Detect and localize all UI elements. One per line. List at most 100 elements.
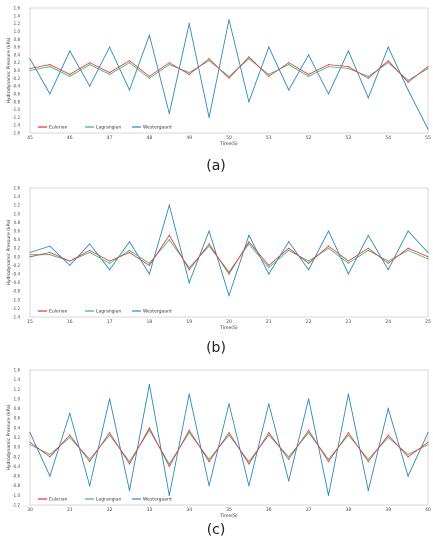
y-tick-label: 1.6 xyxy=(14,186,21,191)
data-point-lagrangian xyxy=(248,243,250,245)
data-point-lagrangian xyxy=(188,432,190,434)
data-point-westergaard xyxy=(168,112,170,115)
data-point-lagrangian xyxy=(347,434,349,436)
data-point-westergaard xyxy=(29,58,31,60)
y-tick-label: 0.8 xyxy=(14,37,21,42)
data-point-westergaard xyxy=(69,264,71,266)
y-tick-label: -1.0 xyxy=(12,107,20,112)
x-tick-label: 50 xyxy=(226,135,232,141)
data-point-lagrangian xyxy=(228,271,230,273)
data-point-eulerian xyxy=(89,461,91,463)
data-point-lagrangian xyxy=(367,458,369,460)
data-point-lagrangian xyxy=(109,73,111,76)
data-point-westergaard xyxy=(268,46,270,48)
y-tick-label: 0.2 xyxy=(14,60,21,65)
data-point-eulerian xyxy=(228,432,230,434)
legend-label-lagrangian: Lagrangian xyxy=(96,309,121,315)
data-point-westergaard xyxy=(248,485,250,487)
data-point-westergaard xyxy=(168,204,170,206)
data-point-westergaard xyxy=(268,273,270,275)
data-point-eulerian xyxy=(188,429,190,431)
data-point-westergaard xyxy=(188,282,190,284)
data-point-lagrangian xyxy=(367,249,369,251)
y-tick-label: 0.4 xyxy=(14,425,21,430)
series-line-eulerian xyxy=(29,234,429,275)
y-tick-label: 0.0 xyxy=(14,68,21,73)
x-tick-label: 22 xyxy=(306,319,312,325)
data-point-eulerian xyxy=(49,64,51,66)
data-point-eulerian xyxy=(248,241,250,243)
data-point-lagrangian xyxy=(387,436,389,439)
data-point-lagrangian xyxy=(427,67,429,70)
data-point-eulerian xyxy=(248,463,250,465)
data-point-lagrangian xyxy=(427,444,429,446)
data-point-eulerian xyxy=(228,77,230,79)
chart-panel-1: 1.6 1.4 1.2 1.0 0.8 0.6 0.4 0.2 0.0 -0.2 -0.4 -0.6 -… xyxy=(6,6,431,175)
data-point-westergaard xyxy=(347,393,349,395)
data-point-eulerian xyxy=(427,256,429,258)
data-point-eulerian xyxy=(168,62,170,64)
data-point-lagrangian xyxy=(208,60,210,62)
x-tick-label: 23 xyxy=(346,319,352,325)
x-tick-label: 17 xyxy=(107,319,113,325)
data-point-lagrangian xyxy=(228,75,230,77)
y-tick-label: 1.4 xyxy=(14,194,21,199)
data-point-eulerian xyxy=(148,427,150,429)
data-point-westergaard xyxy=(208,116,210,118)
data-point-westergaard xyxy=(347,50,349,52)
data-point-eulerian xyxy=(327,245,330,247)
data-point-lagrangian xyxy=(128,62,131,64)
x-tick-label: 45 xyxy=(27,135,33,141)
data-point-westergaard xyxy=(29,432,31,434)
data-point-lagrangian xyxy=(168,463,170,465)
chart-panel-2: 1.6 1.4 1.2 1.0 0.8 0.6 0.4 0.2 0.0 -0.2 -0.4 -0.6 -… xyxy=(6,186,431,357)
x-tick-label: 20 xyxy=(226,319,232,325)
x-tick-label: 19 xyxy=(186,319,192,325)
data-point-westergaard xyxy=(427,251,429,254)
x-tick-label: 37 xyxy=(306,507,312,513)
data-point-westergaard xyxy=(367,489,369,492)
data-point-westergaard xyxy=(208,230,210,232)
data-point-eulerian xyxy=(49,251,51,254)
data-point-eulerian xyxy=(288,247,290,249)
data-point-eulerian xyxy=(29,67,31,70)
data-point-lagrangian xyxy=(29,69,31,72)
data-point-eulerian xyxy=(109,432,111,434)
data-point-lagrangian xyxy=(268,266,270,269)
data-point-eulerian xyxy=(208,243,210,245)
y-tick-label: -1.2 xyxy=(12,503,20,508)
data-point-westergaard xyxy=(387,407,389,410)
data-point-lagrangian xyxy=(407,453,409,455)
data-point-eulerian xyxy=(387,434,389,436)
x-axis-title: Time(S) xyxy=(219,325,238,331)
y-tick-label: -0.2 xyxy=(12,263,20,268)
data-point-westergaard xyxy=(308,398,310,400)
data-point-eulerian xyxy=(308,262,310,264)
y-tick-label: 0.4 xyxy=(14,52,21,57)
data-point-lagrangian xyxy=(288,64,290,66)
data-point-eulerian xyxy=(407,456,409,458)
x-tick-label: 32 xyxy=(107,507,113,513)
series-line-lagrangian xyxy=(29,58,429,81)
legend-label-eulerian: Eulerian xyxy=(49,497,68,503)
data-point-westergaard xyxy=(288,89,290,91)
y-tick-label: 1.6 xyxy=(14,6,21,11)
data-point-westergaard xyxy=(89,485,91,487)
data-point-lagrangian xyxy=(387,62,389,64)
data-point-lagrangian xyxy=(89,64,91,66)
data-point-lagrangian xyxy=(387,260,389,262)
x-tick-label: 30 xyxy=(27,507,33,513)
data-point-westergaard xyxy=(188,393,190,395)
data-point-westergaard xyxy=(308,269,310,271)
data-point-westergaard xyxy=(109,398,111,400)
data-point-eulerian xyxy=(109,260,111,262)
series-line-westergaard xyxy=(29,19,429,130)
x-tick-label: 38 xyxy=(346,507,352,513)
data-point-eulerian xyxy=(69,434,71,436)
data-point-eulerian xyxy=(208,461,210,463)
y-tick-label: -0.6 xyxy=(12,280,20,285)
plot-frame xyxy=(29,7,429,134)
legend-label-eulerian: Eulerian xyxy=(49,309,68,315)
data-point-lagrangian xyxy=(148,429,150,431)
data-point-lagrangian xyxy=(407,249,409,251)
